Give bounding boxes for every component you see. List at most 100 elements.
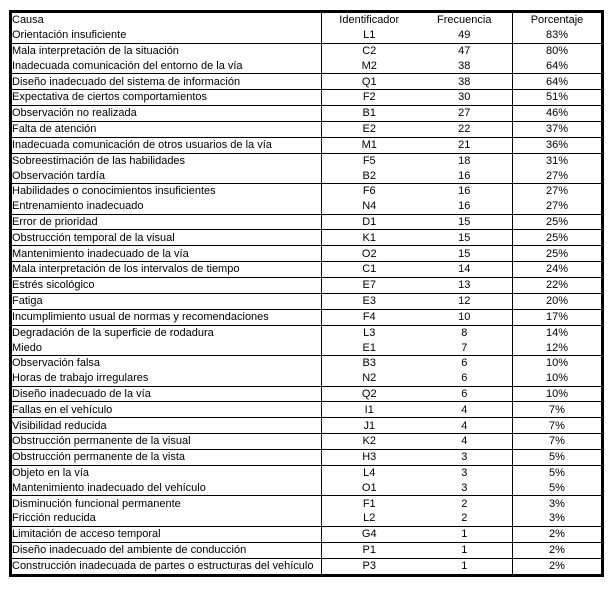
cell-id: C2 — [362, 45, 377, 58]
table-row: Fatiga E3 12 20% — [10, 293, 603, 310]
cell-pct: 7% — [512, 417, 603, 435]
cell-id: K1 — [321, 229, 417, 247]
cell-pct: 7% — [512, 433, 603, 450]
table-row: Observación falsa B3 6 10% — [10, 355, 603, 371]
cell-freq: 12 — [416, 293, 513, 310]
cell-pct: 80% — [545, 45, 569, 58]
cell-id: B3 — [362, 357, 376, 370]
table-row: Sobreestimación de las habilidades F5 18 31… — [10, 153, 603, 169]
cell-freq: 10 — [416, 309, 513, 326]
cell-causa: Observación falsa — [10, 355, 322, 371]
table-row: Falta de atención E2 22 37% — [10, 121, 603, 138]
cell-pct: 2% — [512, 526, 603, 543]
cell-pct: 5% — [512, 480, 603, 497]
table-row: Estrés sicológico E7 13 22% — [10, 277, 603, 294]
cell-causa: Disminución funcional permanente — [10, 495, 322, 512]
cell-pct: 24% — [512, 261, 603, 278]
table-row: Obstrucción permanente de la vista H3 3 5% — [10, 449, 603, 466]
table-row: Diseño inadecuado del ambiente de conduc… — [10, 542, 603, 559]
cell-causa: Diseño inadecuado del sistema de informa… — [10, 73, 322, 91]
cell-id: H3 — [321, 449, 417, 466]
cell-pct: 2% — [512, 542, 603, 559]
table-row: Mantenimiento inadecuado de la vía O2 15 25… — [10, 245, 603, 263]
cell-id: E7 — [321, 277, 417, 294]
cell-freq: 3 — [416, 465, 513, 481]
cell-freq: 47 — [416, 43, 513, 59]
cell-freq: 21 — [416, 137, 513, 154]
table-row: Miedo E1 7 12% — [10, 340, 603, 357]
table-row: Observación no realizada B1 27 46% — [10, 105, 603, 122]
cell-id: N4 — [321, 198, 417, 215]
cell-freq: 4 — [416, 433, 513, 450]
table-row: Mala interpretación de la situación C2 47 8… — [10, 43, 603, 59]
cell-id: N2 — [321, 370, 417, 387]
cell-pct: 3% — [549, 497, 565, 510]
table-row: Entrenamiento inadecuado N4 16 27% — [10, 198, 603, 215]
cell-causa: Horas de trabajo irregulares — [10, 370, 322, 387]
cell-freq: 15 — [416, 245, 513, 263]
cell-pct: 12% — [512, 340, 603, 357]
cell-pct: 64% — [512, 73, 603, 91]
cell-causa: Obstrucción temporal de la visual — [10, 229, 322, 247]
cell-id: L4 — [363, 467, 376, 480]
cell-freq: 38 — [416, 58, 513, 75]
cell-id: F6 — [362, 185, 376, 198]
cell-pct: 22% — [512, 277, 603, 294]
cell-freq: 30 — [416, 89, 513, 106]
cell-causa: Error de prioridad — [10, 214, 322, 231]
cell-causa: Inadecuada comunicación del entorno de l… — [10, 58, 322, 75]
cell-causa: Orientación insuficiente — [10, 27, 322, 44]
cell-causa: Entrenamiento inadecuado — [10, 198, 322, 215]
cell-causa: Limitación de acceso temporal — [10, 526, 322, 543]
column-header-causa: Causa — [10, 11, 322, 28]
cell-id: G4 — [321, 526, 417, 543]
cell-freq: 6 — [416, 355, 513, 371]
cell-id: E2 — [321, 121, 417, 138]
cell-pct: 27% — [512, 198, 603, 215]
cell-causa: Incumplimiento usual de normas y recomen… — [10, 309, 322, 326]
cell-causa: Mala interpretación de la situación — [10, 43, 322, 59]
cell-freq: 14 — [416, 261, 513, 278]
cell-id: Q2 — [321, 386, 417, 403]
table-row: Horas de trabajo irregulares N2 6 10% — [10, 370, 603, 387]
cell-causa: Fatiga — [10, 293, 322, 310]
cell-id: D1 — [321, 214, 417, 231]
cell-causa: Visibilidad reducida — [10, 417, 322, 435]
cell-causa: Obstrucción permanente de la vista — [10, 449, 322, 466]
cell-id: J1 — [321, 417, 417, 435]
cell-pct: 5% — [549, 467, 565, 480]
cell-id: E1 — [321, 340, 417, 357]
table-row: Limitación de acceso temporal G4 1 2% — [10, 526, 603, 543]
cell-freq: 1 — [416, 542, 513, 559]
cell-causa: Observación tardía — [10, 168, 322, 185]
cell-pct: 3% — [512, 511, 603, 527]
cell-id: K2 — [321, 433, 417, 450]
cell-causa: Falta de atención — [10, 121, 322, 138]
cell-pct: 14% — [545, 326, 569, 339]
cell-pct: 2% — [549, 560, 565, 573]
table-row: Observación tardía B2 16 27% — [10, 168, 603, 185]
cell-id: O1 — [321, 480, 417, 497]
cell-pct: 46% — [512, 105, 603, 122]
cell-freq: 4 — [416, 401, 513, 419]
cell-freq: 49 — [416, 27, 513, 44]
cell-id: M1 — [321, 137, 417, 154]
cell-id: F1 — [362, 497, 376, 510]
cell-pct: 25% — [512, 214, 603, 231]
cell-id: F2 — [321, 89, 417, 106]
cell-pct: 51% — [512, 89, 603, 106]
cell-freq: 22 — [416, 121, 513, 138]
cell-causa: Expectativa de ciertos comportamientos — [10, 89, 322, 106]
table-row: Obstrucción temporal de la visual K1 15 25% — [10, 229, 603, 247]
cell-pct: 10% — [512, 370, 603, 387]
table-row: Mala interpretación de los intervalos de… — [10, 261, 603, 278]
cell-freq: 16 — [416, 198, 513, 215]
cell-pct: 37% — [512, 121, 603, 138]
cell-pct: 25% — [512, 229, 603, 247]
cell-pct: 10% — [512, 386, 603, 403]
cell-pct: 36% — [512, 137, 603, 154]
cell-causa: Estrés sicológico — [10, 277, 322, 294]
cell-causa: Mantenimiento inadecuado de la vía — [10, 245, 322, 263]
cell-id: B1 — [321, 105, 417, 122]
cell-causa: Mala interpretación de los intervalos de… — [10, 261, 322, 278]
